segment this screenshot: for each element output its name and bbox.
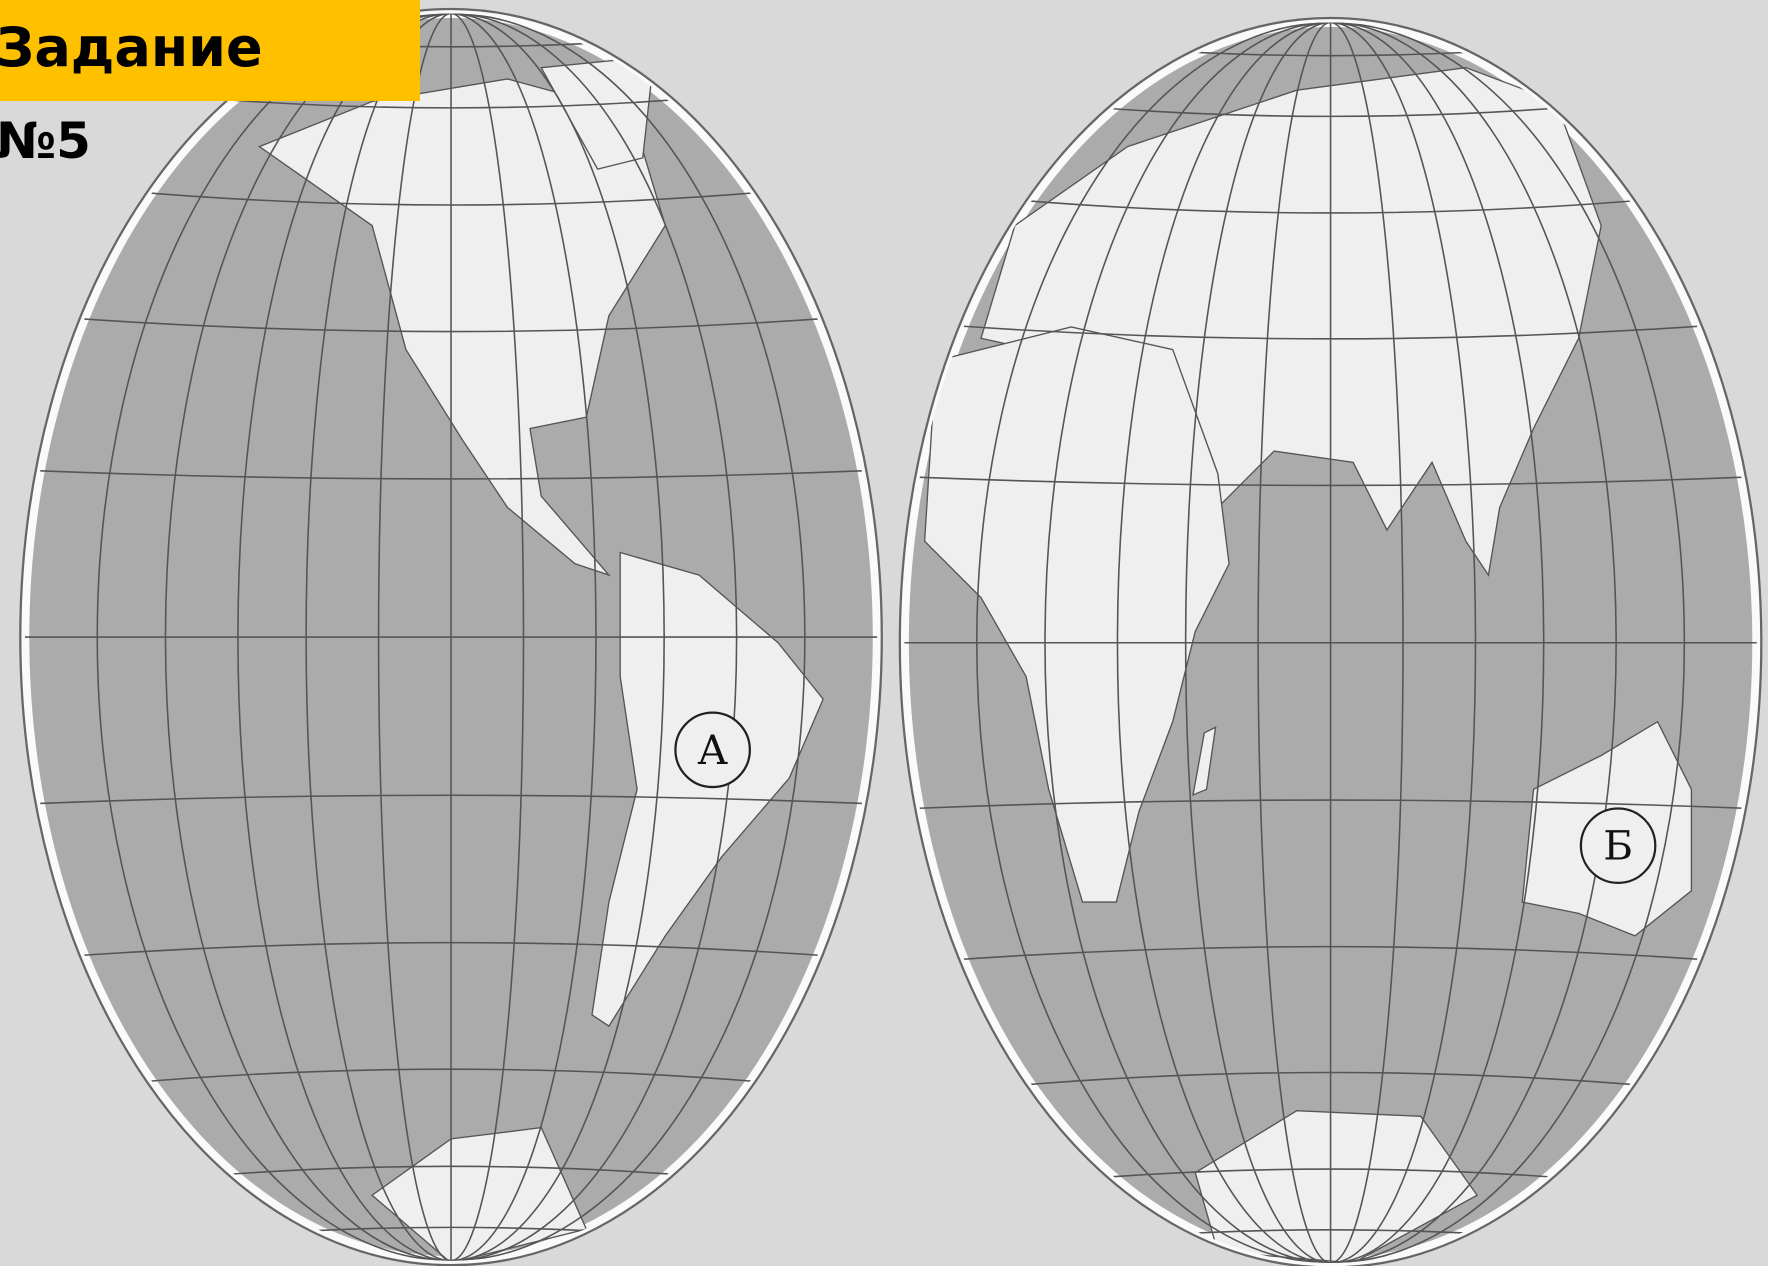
task-number: №5 <box>0 112 91 170</box>
parallel <box>24 794 878 805</box>
parallel <box>904 945 1757 965</box>
parallel <box>904 475 1757 487</box>
title: Задание <box>0 16 263 79</box>
title-box <box>0 0 420 101</box>
map-group: А Б <box>19 8 1763 1266</box>
label-circle <box>1579 807 1657 885</box>
africa <box>923 326 1230 903</box>
east-land <box>904 22 1757 1263</box>
map-label: Б <box>1603 822 1633 870</box>
parallel <box>24 313 878 333</box>
parallel <box>904 799 1757 810</box>
map-label: А <box>697 726 728 774</box>
label-circle <box>674 711 751 789</box>
parallel <box>24 941 878 961</box>
madagascar <box>1192 726 1217 797</box>
parallel <box>24 469 878 480</box>
parallel <box>904 321 1757 340</box>
south-america <box>591 551 824 1028</box>
